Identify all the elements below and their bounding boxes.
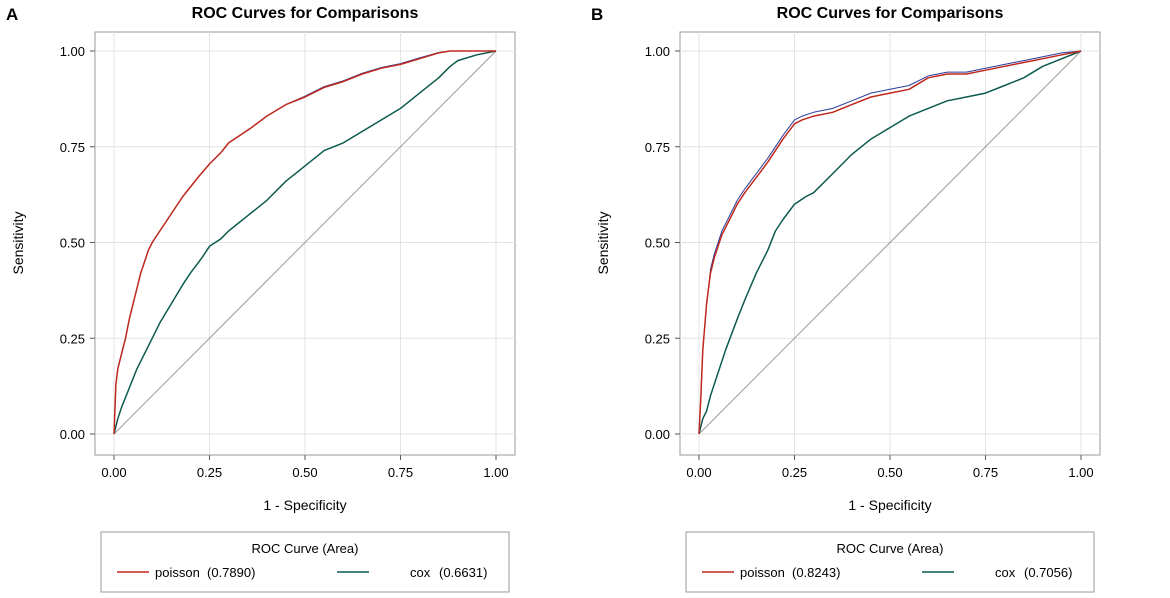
x-axis-label: 1 - Specificity xyxy=(848,497,931,513)
roc-chart-a: A ROC Curves for Comparisons 0.00 0.25 0.50 0… xyxy=(6,5,516,593)
y-tick-label-3: 0.75 xyxy=(60,140,85,155)
legend-label-cox: cox xyxy=(410,565,431,580)
legend-label-poisson: poisson xyxy=(740,565,785,580)
legend-box xyxy=(100,531,510,593)
x-tick-label-1: 0.25 xyxy=(782,465,807,480)
y-tick-label-3: 0.75 xyxy=(645,140,670,155)
legend-title: ROC Curve (Area) xyxy=(252,541,359,556)
roc-chart-b: B ROC Curves for Comparisons 0.00 0.25 0.50 0… xyxy=(591,5,1101,593)
y-axis-label: Sensitivity xyxy=(595,211,611,274)
legend-label-poisson: poisson xyxy=(155,565,200,580)
y-axis-label: Sensitivity xyxy=(10,211,26,274)
reference-diagonal xyxy=(698,50,1082,435)
y-tick-label-4: 1.00 xyxy=(60,44,85,59)
x-tick-label-0: 0.00 xyxy=(101,465,126,480)
series-line-poisson xyxy=(698,50,1082,435)
legend-title: ROC Curve (Area) xyxy=(837,541,944,556)
chart-title: ROC Curves for Comparisons xyxy=(777,5,1004,22)
legend-auc-poisson: (0.7890) xyxy=(207,565,255,580)
x-tick-label-1: 0.25 xyxy=(197,465,222,480)
x-tick-label-0: 0.00 xyxy=(686,465,711,480)
legend: ROC Curve (Area) poisson (0.7890) cox (0.663… xyxy=(100,531,510,593)
y-tick-label-0: 0.00 xyxy=(645,427,670,442)
x-tick-label-2: 0.50 xyxy=(877,465,902,480)
legend: ROC Curve (Area) poisson (0.8243) cox (0.705… xyxy=(685,531,1095,593)
x-tick-label-3: 0.75 xyxy=(388,465,413,480)
legend-auc-cox: (0.6631) xyxy=(439,565,487,580)
panel-letter: A xyxy=(6,5,18,24)
y-tick-label-2: 0.50 xyxy=(645,236,670,251)
x-axis-label: 1 - Specificity xyxy=(263,497,346,513)
x-tick-label-4: 1.00 xyxy=(483,465,508,480)
legend-label-cox: cox xyxy=(995,565,1016,580)
y-tick-label-1: 0.25 xyxy=(645,331,670,346)
legend-box xyxy=(685,531,1095,593)
series-line-cox xyxy=(698,50,1082,435)
series-line-poisson xyxy=(113,50,496,435)
y-tick-label-4: 1.00 xyxy=(645,44,670,59)
y-tick-label-1: 0.25 xyxy=(60,331,85,346)
y-tick-label-2: 0.50 xyxy=(60,236,85,251)
legend-auc-poisson: (0.8243) xyxy=(792,565,840,580)
chart-title: ROC Curves for Comparisons xyxy=(192,5,419,22)
panel-letter: B xyxy=(591,5,603,24)
roc-panel-b: B ROC Curves for Comparisons 0.00 0.25 0.50 0… xyxy=(585,0,1170,598)
roc-panel-a: A ROC Curves for Comparisons 0.00 0.25 0.50 0… xyxy=(6,5,516,593)
x-tick-label-3: 0.75 xyxy=(973,465,998,480)
series-line-cox xyxy=(113,50,497,435)
x-tick-label-4: 1.00 xyxy=(1068,465,1093,480)
legend-auc-cox: (0.7056) xyxy=(1024,565,1072,580)
reference-diagonal xyxy=(113,50,497,435)
y-tick-label-0: 0.00 xyxy=(60,427,85,442)
x-tick-label-2: 0.50 xyxy=(292,465,317,480)
